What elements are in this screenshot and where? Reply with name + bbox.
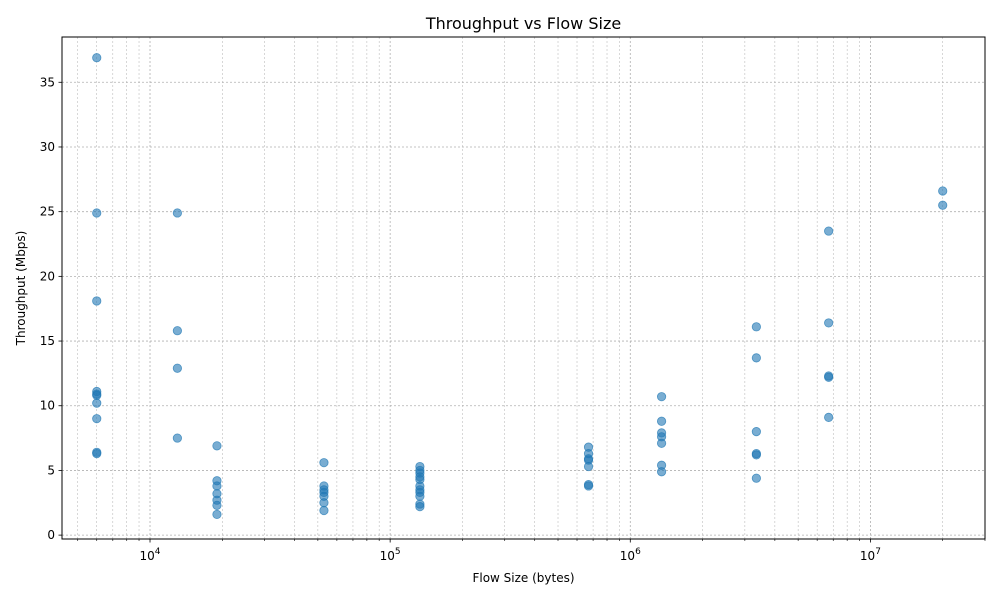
y-tick-label: 10	[40, 399, 55, 413]
data-point	[172, 326, 182, 336]
data-point	[656, 438, 667, 448]
y-tick-label: 5	[47, 463, 55, 477]
data-point	[92, 53, 102, 63]
data-point	[656, 416, 667, 426]
y-tick-label: 20	[40, 269, 55, 283]
data-point	[583, 481, 594, 491]
data-point	[415, 491, 425, 501]
data-point	[824, 226, 834, 236]
x-tick-label: 107	[860, 547, 881, 563]
data-point	[656, 467, 667, 477]
y-axis-label: Throughput (Mbps)	[14, 231, 28, 347]
x-axis-ticks: 104 105 106 107	[77, 539, 986, 563]
data-point	[824, 372, 834, 382]
data-point	[938, 186, 948, 196]
x-tick-label: 105	[380, 547, 401, 563]
data-point	[92, 208, 102, 218]
data-point	[92, 296, 102, 306]
data-point	[92, 414, 102, 424]
data-point	[172, 433, 182, 443]
data-point	[319, 458, 329, 468]
data-point	[319, 505, 329, 516]
y-tick-label: 35	[40, 75, 55, 89]
data-point	[172, 208, 182, 218]
data-point	[212, 500, 222, 510]
data-point	[824, 412, 834, 422]
plot-frame	[61, 36, 986, 540]
data-point	[751, 427, 761, 437]
data-points	[92, 53, 948, 520]
chart-title: Throughput vs Flow Size	[425, 14, 621, 33]
y-tick-label: 25	[40, 205, 55, 219]
data-point	[751, 473, 761, 483]
data-point	[751, 450, 761, 460]
data-point	[583, 461, 594, 472]
data-point	[751, 322, 761, 332]
data-point	[92, 398, 102, 408]
y-tick-label: 15	[40, 334, 55, 348]
data-point	[92, 449, 102, 459]
data-point	[824, 318, 834, 328]
grid-lines	[62, 37, 986, 539]
data-point	[415, 502, 425, 512]
data-point	[212, 509, 222, 520]
data-point	[172, 363, 182, 373]
data-point	[92, 390, 102, 400]
y-tick-label: 0	[47, 528, 55, 542]
data-point	[212, 481, 222, 491]
y-tick-label: 30	[40, 140, 55, 154]
y-axis-ticks: 0 5 10 15 20 25 30 35	[40, 75, 62, 542]
data-point	[751, 353, 761, 363]
data-point	[656, 392, 667, 402]
x-axis-label: Flow Size (bytes)	[472, 571, 574, 585]
data-point	[938, 200, 948, 210]
data-point	[212, 441, 222, 451]
data-point	[319, 498, 329, 508]
x-tick-label: 104	[140, 547, 161, 563]
x-tick-label: 106	[620, 547, 641, 563]
